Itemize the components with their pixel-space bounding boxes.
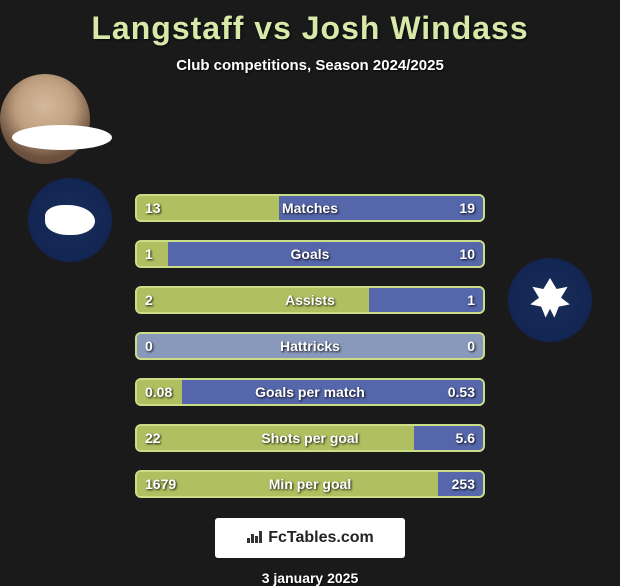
stat-label: Goals	[137, 242, 483, 266]
stat-label: Shots per goal	[137, 426, 483, 450]
stat-value-right: 5.6	[456, 426, 475, 450]
stat-label: Min per goal	[137, 472, 483, 496]
stat-row: 0.08Goals per match0.53	[135, 378, 485, 406]
stat-value-right: 1	[467, 288, 475, 312]
stat-label: Matches	[137, 196, 483, 220]
footer-brand-box: FcTables.com	[215, 518, 405, 558]
subtitle: Club competitions, Season 2024/2025	[0, 57, 620, 74]
stat-value-right: 19	[459, 196, 475, 220]
stat-value-right: 10	[459, 242, 475, 266]
stat-label: Assists	[137, 288, 483, 312]
footer-brand-text: FcTables.com	[268, 529, 374, 547]
stat-row: 1679Min per goal253	[135, 470, 485, 498]
stat-row: 0Hattricks0	[135, 332, 485, 360]
club-badge-right	[508, 258, 592, 342]
club-badge-left	[28, 178, 112, 262]
stat-row: 13Matches19	[135, 194, 485, 222]
stat-value-right: 0.53	[448, 380, 475, 404]
page-title: Langstaff vs Josh Windass	[0, 10, 620, 47]
stat-label: Hattricks	[137, 334, 483, 358]
stats-area: 13Matches191Goals102Assists10Hattricks00…	[135, 194, 485, 498]
stat-value-right: 253	[452, 472, 475, 496]
player-left-avatar	[12, 125, 112, 150]
stat-value-right: 0	[467, 334, 475, 358]
stat-row: 1Goals10	[135, 240, 485, 268]
brand-chart-icon	[246, 528, 264, 549]
comparison-infographic: Langstaff vs Josh Windass Club competiti…	[0, 0, 620, 580]
date-text: 3 january 2025	[0, 570, 620, 586]
stat-row: 2Assists1	[135, 286, 485, 314]
stat-label: Goals per match	[137, 380, 483, 404]
stat-row: 22Shots per goal5.6	[135, 424, 485, 452]
player-right-avatar	[0, 74, 90, 164]
